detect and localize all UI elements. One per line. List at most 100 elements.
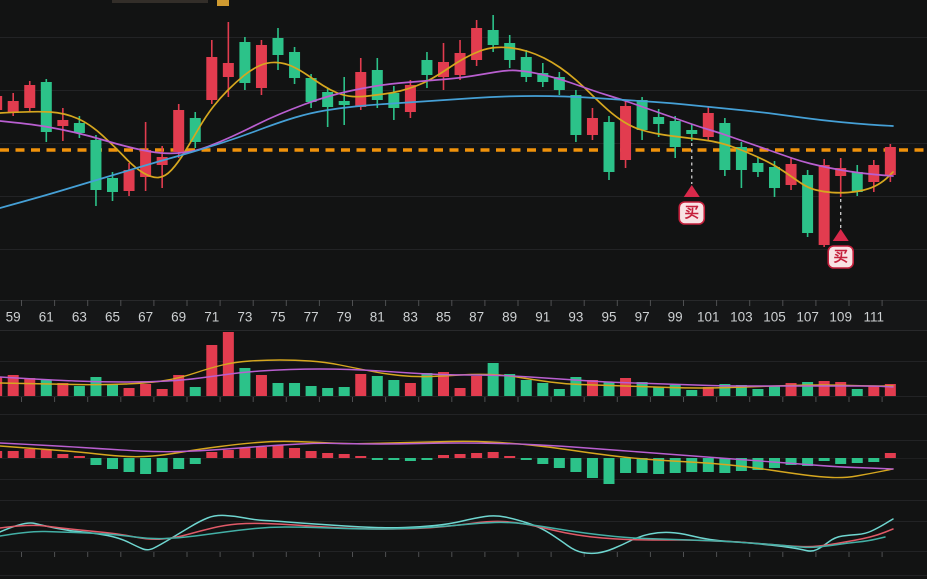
x-axis-label: 85: [436, 310, 451, 325]
volume-bar: [189, 387, 201, 396]
candle-body: [57, 120, 69, 126]
macd-bar: [338, 454, 350, 458]
volume-bar: [140, 384, 152, 396]
x-axis-label: 75: [270, 310, 285, 325]
volume-bar: [620, 378, 632, 396]
candle-body: [338, 101, 350, 105]
x-axis-label: 63: [72, 310, 87, 325]
x-axis-label: 73: [237, 310, 252, 325]
volume-bar: [835, 382, 847, 396]
macd-bar: [24, 449, 36, 458]
x-axis-label: 87: [469, 310, 484, 325]
candle-body: [653, 117, 665, 124]
macd-histogram: [0, 445, 896, 484]
volume-bar: [504, 374, 516, 396]
candle-body: [553, 77, 565, 90]
candle-body: [520, 57, 532, 77]
macd-bar: [752, 458, 764, 470]
candle-body: [404, 85, 416, 112]
volume-bar: [322, 388, 334, 396]
volume-bar: [173, 375, 185, 396]
macd-bar: [140, 458, 152, 474]
macd-bar: [586, 458, 598, 478]
candle-body: [884, 147, 896, 175]
volume-bar: [421, 373, 433, 396]
macd-bar: [222, 450, 234, 458]
macd-bar: [57, 454, 69, 458]
candle-body: [107, 178, 118, 192]
candle-body: [686, 130, 698, 134]
candle-body: [785, 164, 797, 185]
candle-body: [123, 170, 135, 191]
buy-marker-triangle-icon: [832, 229, 849, 241]
volume-bar: [388, 380, 400, 396]
candle-body: [752, 163, 764, 172]
volume-bar: [305, 386, 317, 396]
volume-bar: [653, 387, 665, 396]
buy-marker-label: 买: [685, 205, 700, 222]
x-axis-label: 107: [796, 310, 819, 325]
x-axis-label: 111: [864, 310, 885, 325]
macd-bar: [471, 453, 483, 458]
candle-body: [305, 78, 317, 102]
volume-bar: [90, 377, 102, 396]
volume-bar: [57, 383, 69, 396]
candle-body: [173, 110, 185, 152]
volume-bar: [735, 385, 747, 396]
candle-body: [421, 60, 433, 75]
x-axis-label: 91: [535, 310, 550, 325]
volume-bar: [371, 376, 383, 396]
volume-bar: [0, 377, 3, 396]
candle-body: [702, 113, 714, 137]
candle-body: [24, 85, 36, 108]
macd-bar: [851, 458, 863, 463]
x-axis-label: 65: [105, 310, 120, 325]
macd-bar: [322, 453, 334, 458]
candle-body: [222, 63, 234, 77]
volume-bar: [785, 383, 797, 396]
macd-bar: [272, 445, 284, 458]
price-ma-lines: [0, 46, 894, 209]
macd-bar: [189, 458, 201, 464]
macd-bar: [570, 458, 582, 472]
candle-body: [289, 52, 301, 78]
macd-bar: [388, 458, 400, 460]
x-axis-label: 99: [668, 310, 683, 325]
volume-bar: [255, 375, 267, 396]
macd-bar: [206, 452, 218, 458]
candle-body: [189, 118, 201, 142]
candle-body: [868, 165, 880, 182]
volume-bar: [520, 380, 532, 396]
candle-body: [388, 93, 400, 108]
x-axis-label: 93: [568, 310, 583, 325]
macd-bar: [835, 458, 847, 464]
x-axis-label: 103: [730, 310, 753, 325]
macd-bar: [40, 450, 52, 458]
buy-marker[interactable]: 买: [827, 199, 855, 269]
macd-bar: [90, 458, 102, 465]
x-axis-ticks: [21, 300, 883, 557]
candle-body: [471, 28, 483, 60]
volume-bar: [40, 380, 52, 396]
macd-bar: [0, 451, 3, 458]
macd-bar: [553, 458, 565, 468]
cropped-orange-marker: [217, 0, 229, 6]
candle-body: [537, 73, 549, 82]
macd-bar: [355, 456, 367, 458]
volume-ma-lines: [0, 359, 894, 389]
volume-bar: [752, 389, 764, 396]
macd-bar: [404, 458, 416, 461]
candle-body: [487, 30, 499, 45]
macd-bar: [520, 458, 532, 460]
volume-bar: [438, 372, 449, 396]
volume-bar: [289, 383, 301, 396]
macd-bar: [620, 458, 632, 473]
volume-bar: [570, 377, 582, 396]
volume-bar: [818, 381, 830, 396]
candle-body: [636, 100, 648, 130]
buy-marker-box: [678, 201, 706, 225]
buy-marker[interactable]: 买: [678, 143, 706, 225]
volume-bar: [802, 382, 814, 396]
